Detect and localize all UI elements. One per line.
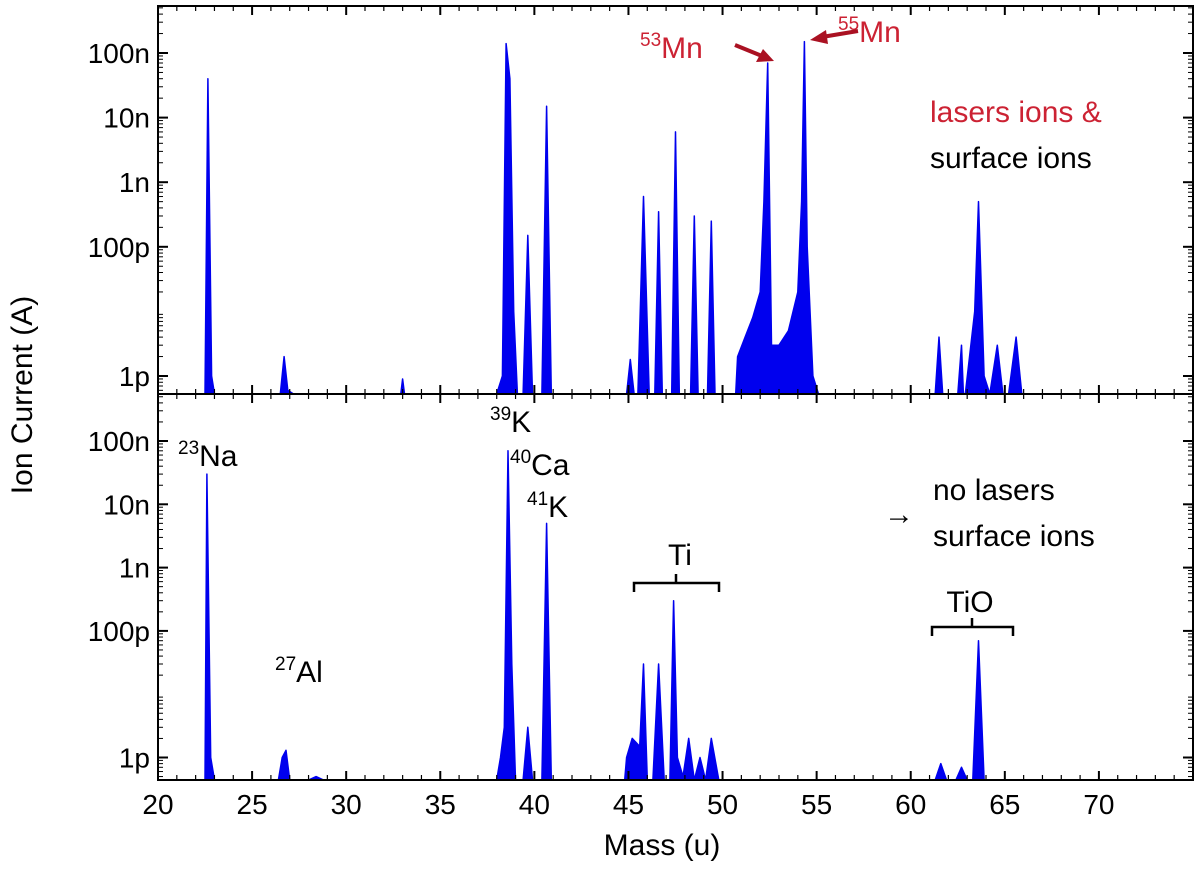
bottom-y-tick-label-1p: 1p — [119, 743, 150, 774]
top-annotation-line2: surface ions — [930, 142, 1092, 175]
annotation-k39-mass: 39 — [490, 404, 511, 425]
bottom-spectrum-series-3 — [495, 450, 521, 781]
top-y-tick-label-1p: 1p — [119, 361, 150, 392]
svg-text:53Mn: 53Mn — [640, 30, 703, 65]
x-tick-label-65: 65 — [989, 789, 1020, 820]
bottom-spectrum-series-4 — [522, 726, 534, 781]
x-tick-label-60: 60 — [895, 789, 926, 820]
bottom-y-tick-label-100p: 100p — [88, 616, 150, 647]
top-spectrum-series-5 — [541, 105, 553, 395]
annotation-mn53: 53Mn — [640, 30, 774, 65]
annotation-mn55: 55Mn — [810, 14, 901, 49]
arrow-right-icon: → — [884, 498, 914, 531]
annotation-mn55-arrow — [821, 29, 859, 39]
annotation-mn53-arrowhead — [756, 49, 774, 62]
annotation-ca40-element: Ca — [531, 449, 570, 482]
annotation-mn55-element: Mn — [859, 16, 901, 49]
annotation-k41-element: K — [548, 491, 568, 524]
bottom-annotation-line2: surface ions — [933, 520, 1095, 553]
top-spectrum-series-7 — [637, 195, 650, 395]
bottom-y-tick-label-1n: 1n — [119, 553, 150, 584]
x-tick-label-30: 30 — [331, 789, 362, 820]
tio-bracket-line — [930, 618, 1015, 636]
x-tick-label-20: 20 — [142, 789, 173, 820]
bottom-annotation-line1: no lasers — [933, 474, 1055, 507]
top-spectrum-series-12 — [734, 40, 820, 395]
annotation-na23-mass: 23 — [178, 438, 199, 459]
annotation-tio-bracket: TiO — [930, 586, 1015, 636]
annotation-mn55-arrowhead — [810, 30, 828, 44]
bottom-y-tick-label-100n: 100n — [88, 426, 150, 457]
bottom-spectrum-series-1 — [277, 749, 385, 781]
annotation-k39-element: K — [511, 406, 531, 439]
x-tick-label-70: 70 — [1083, 789, 1114, 820]
annotation-na23: 23Na — [178, 438, 238, 473]
x-axis-title: Mass (u) — [604, 829, 721, 862]
x-tick-label-55: 55 — [801, 789, 832, 820]
top-spectrum-series-17 — [964, 200, 1194, 395]
bottom-spectrum-series-9 — [972, 639, 985, 781]
top-spectrum-series-15 — [934, 336, 944, 395]
ti-label: Ti — [668, 539, 692, 572]
top-spectrum-series-3 — [495, 42, 522, 395]
y-axis-title: Ion Current (A) — [6, 296, 39, 494]
annotation-na23-element: Na — [199, 440, 238, 473]
annotation-al27-mass: 27 — [275, 654, 296, 675]
annotation-mn53-arrow — [734, 43, 763, 58]
annotation-k39: 39K — [490, 404, 531, 439]
annotation-ca40: 40Ca — [510, 447, 570, 482]
top-spectrum-series-9 — [670, 131, 681, 395]
x-tick-label-25: 25 — [237, 789, 268, 820]
x-tick-label-50: 50 — [707, 789, 738, 820]
tio-label: TiO — [946, 586, 993, 619]
annotation-ca40-mass: 40 — [510, 447, 531, 468]
top-spectrum-series-10 — [689, 215, 699, 395]
annotation-ti-bracket: Ti — [632, 539, 721, 592]
bottom-y-tick-label-10n: 10n — [103, 489, 150, 520]
top-spectrum-series-11 — [706, 220, 716, 395]
x-tick-label-35: 35 — [425, 789, 456, 820]
bottom-panel: 20 25 30 35 40 45 50 55 60 65 70 1p 100p 1n 10n 100n — [88, 393, 1194, 820]
top-y-tick-label-1n: 1n — [119, 167, 150, 198]
x-tick-label-40: 40 — [519, 789, 550, 820]
bottom-spectrum-series-5 — [541, 522, 553, 781]
annotation-al27: 27Al — [275, 654, 323, 689]
top-spectrum-series-1 — [277, 355, 385, 395]
annotation-mn53-mass: 53 — [640, 30, 661, 51]
annotation-al27-element: Al — [296, 656, 323, 689]
top-y-tick-label-10n: 10n — [103, 103, 150, 134]
top-y-tick-label-100p: 100p — [88, 232, 150, 263]
annotation-mn53-element: Mn — [661, 32, 703, 65]
top-spectrum-series-8 — [654, 210, 664, 395]
x-tick-label-45: 45 — [613, 789, 644, 820]
annotation-k41: 41K — [527, 489, 568, 524]
top-spectrum-series-16 — [957, 344, 965, 395]
annotation-k41-mass: 41 — [527, 489, 548, 510]
bottom-spectrum-series-8 — [955, 766, 968, 781]
top-y-tick-label-100n: 100n — [88, 38, 150, 69]
bottom-spectrum-series-6 — [623, 599, 912, 781]
bottom-spectrum-series-7 — [934, 762, 948, 781]
ti-bracket-line — [632, 574, 721, 592]
top-spectrum-series-4 — [522, 234, 534, 395]
top-panel: 1p 100p 1n 10n 100n — [88, 5, 1194, 395]
top-annotation-line1: lasers ions & — [930, 96, 1102, 129]
